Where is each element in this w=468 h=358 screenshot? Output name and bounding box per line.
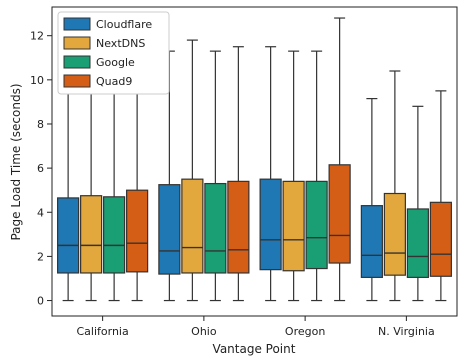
box-body	[204, 182, 227, 274]
y-axis: 0 2 4 6 8 10 12	[30, 30, 52, 308]
x-tick-label: N. Virginia	[378, 325, 435, 338]
box-nextdns-1	[181, 39, 204, 302]
legend-label-quad9: Quad9	[96, 75, 132, 88]
box-cloudflare-3	[360, 97, 383, 302]
box-body	[406, 208, 429, 278]
legend-box	[57, 11, 170, 95]
box-google-2	[305, 50, 328, 302]
legend-swatch-cloudflare	[63, 17, 91, 31]
box-body	[227, 180, 250, 274]
box-body	[57, 197, 80, 274]
box-body	[360, 205, 383, 278]
box-quad9-3	[429, 90, 452, 302]
plot-frame	[51, 6, 458, 317]
x-tick-label: Ohio	[191, 325, 217, 338]
box-body	[383, 192, 406, 276]
box-google-3	[406, 105, 429, 302]
box-body	[126, 189, 149, 273]
box-body	[259, 178, 282, 271]
box-quad9-2	[328, 17, 351, 302]
box-body	[305, 180, 328, 270]
box-body	[181, 178, 204, 274]
x-axis: California Ohio Oregon N. Virginia	[77, 316, 435, 338]
y-tick-label: 0	[37, 295, 44, 308]
box-nextdns-0	[80, 79, 103, 302]
x-tick-label: California	[77, 325, 129, 338]
box-cloudflare-1	[158, 50, 181, 302]
legend-swatch-google	[63, 55, 91, 69]
y-tick-label: 2	[37, 250, 44, 263]
y-tick-label: 4	[37, 206, 44, 219]
x-axis-label: Vantage Point	[213, 342, 296, 356]
y-axis-label: Page Load Time (seconds)	[9, 83, 23, 240]
box-cloudflare-2	[259, 46, 282, 302]
y-tick-label: 8	[37, 118, 44, 131]
x-tick-label: Oregon	[285, 325, 325, 338]
box-body	[429, 201, 452, 277]
box-nextdns-2	[282, 50, 305, 302]
box-google-0	[103, 81, 126, 302]
legend-swatch-quad9	[63, 74, 91, 88]
box-body	[282, 180, 305, 272]
boxes-layer	[57, 17, 452, 302]
y-tick-label: 10	[30, 74, 44, 87]
box-cloudflare-0	[57, 83, 80, 302]
box-quad9-1	[227, 46, 250, 302]
y-tick-label: 6	[37, 162, 44, 175]
box-body	[158, 184, 181, 275]
box-body	[103, 196, 126, 274]
box-body	[80, 195, 103, 274]
legend-swatch-nextdns	[63, 36, 91, 50]
box-google-1	[204, 50, 227, 302]
legend-label-nextdns: NextDNS	[96, 37, 145, 50]
legend-label-google: Google	[96, 56, 135, 69]
box-nextdns-3	[383, 70, 406, 302]
legend-label-cloudflare: Cloudflare	[96, 18, 152, 31]
legend: Cloudflare NextDNS Google Quad9	[57, 11, 170, 95]
box-quad9-0	[126, 74, 149, 302]
y-tick-label: 12	[30, 30, 44, 43]
box-body	[328, 164, 351, 264]
